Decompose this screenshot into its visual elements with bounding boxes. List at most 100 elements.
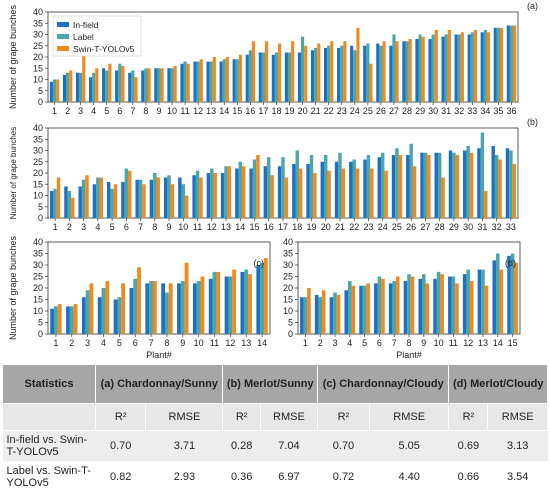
- x-tick-label: 33: [506, 222, 516, 232]
- bar-in-field: [420, 152, 424, 218]
- bar-in-field: [320, 161, 325, 218]
- bar-swin-t-yolov5: [513, 25, 517, 102]
- x-tick-label: 22: [349, 222, 359, 232]
- bar-in-field: [220, 173, 225, 218]
- bar-swin-t-yolov5: [168, 283, 173, 334]
- x-axis-label: Plant#: [146, 350, 172, 360]
- y-tick-label: 5: [38, 86, 43, 96]
- bar-swin-t-yolov5: [199, 59, 203, 102]
- bar-in-field: [389, 45, 393, 102]
- bar-in-field: [363, 45, 367, 102]
- bar-label: [248, 50, 252, 102]
- bar-swin-t-yolov5: [304, 45, 308, 102]
- bar-in-field: [284, 52, 288, 102]
- bar-swin-t-yolov5: [200, 276, 205, 334]
- bar-label: [340, 45, 344, 102]
- bar-swin-t-yolov5: [440, 274, 444, 334]
- y-tick-label: 25: [283, 272, 293, 282]
- bar-in-field: [277, 166, 282, 218]
- bar-label: [405, 41, 409, 102]
- x-tick-label: 26: [406, 222, 416, 232]
- bar-label: [180, 281, 185, 334]
- bar-label: [52, 79, 57, 102]
- bar-label: [392, 34, 396, 102]
- bar-swin-t-yolov5: [499, 27, 504, 102]
- bar-swin-t-yolov5: [321, 290, 326, 334]
- bar-label: [138, 179, 143, 218]
- x-tick-label: 19: [306, 222, 316, 232]
- bar-label: [466, 146, 470, 218]
- y-axis-label: Number of grape bunches: [8, 235, 18, 340]
- x-tick-label: 15: [232, 106, 242, 116]
- bar-in-field: [97, 297, 102, 334]
- x-tick-label: 4: [95, 222, 100, 232]
- bar-label: [235, 59, 239, 102]
- bar-in-field: [219, 61, 223, 102]
- bar-in-field: [271, 54, 275, 102]
- table-cell: 6.97: [260, 461, 318, 493]
- bar-in-field: [249, 168, 253, 218]
- x-tick-label: 9: [421, 338, 426, 348]
- bar-swin-t-yolov5: [381, 278, 385, 334]
- x-tick-label: 22: [324, 106, 334, 116]
- x-tick-label: 3: [85, 338, 90, 348]
- y-tick-label: 35: [283, 249, 293, 259]
- bar-swin-t-yolov5: [447, 30, 451, 102]
- bar-label: [422, 274, 426, 334]
- y-tick-label: 0: [38, 329, 43, 339]
- bar-label: [366, 155, 371, 218]
- subheader-r2: R²: [222, 403, 261, 431]
- bar-label: [196, 61, 200, 102]
- bar-in-field: [235, 168, 239, 218]
- x-tick-label: 10: [167, 106, 177, 116]
- x-tick-label: 21: [311, 106, 321, 116]
- bar-label: [183, 61, 187, 102]
- bar-label: [301, 36, 305, 102]
- bar-in-field: [208, 278, 213, 334]
- bar-in-field: [477, 269, 482, 334]
- bar-swin-t-yolov5: [56, 79, 60, 102]
- x-tick-label: 2: [69, 338, 74, 348]
- subheader-empty: [2, 403, 96, 431]
- bar-swin-t-yolov5: [248, 274, 252, 334]
- row-label: In-field vs. Swin-T-YOLOv5: [2, 430, 96, 461]
- bar-label: [338, 152, 342, 218]
- header-group-a: (a) Chardonnay/Sunny: [94, 364, 224, 404]
- x-tick-label: 14: [493, 338, 503, 348]
- bar-in-field: [128, 72, 132, 102]
- x-tick-label: 33: [467, 106, 477, 116]
- bar-swin-t-yolov5: [185, 195, 189, 218]
- x-tick-label: 1: [53, 222, 58, 232]
- bar-in-field: [480, 32, 484, 102]
- bar-swin-t-yolov5: [291, 41, 295, 102]
- bar-in-field: [232, 59, 236, 102]
- bar-label: [222, 59, 226, 102]
- statistics-table: Statistics (a) Chardonnay/Sunny (b) Merl…: [2, 364, 548, 493]
- bar-label: [480, 132, 485, 218]
- bar-swin-t-yolov5: [256, 155, 260, 218]
- y-tick-label: 10: [33, 75, 43, 85]
- bar-in-field: [135, 179, 139, 218]
- legend-label: Swin-T-YOLOv5: [73, 44, 135, 54]
- bar-swin-t-yolov5: [108, 63, 112, 102]
- bar-in-field: [377, 157, 381, 218]
- subheader-rmse: RMSE: [259, 403, 319, 431]
- bar-label: [309, 155, 314, 218]
- y-tick-label: 20: [283, 283, 293, 293]
- bar-in-field: [391, 155, 396, 218]
- bar-in-field: [467, 34, 471, 102]
- bar-swin-t-yolov5: [410, 276, 415, 334]
- bar-in-field: [62, 75, 67, 102]
- x-tick-label: 8: [143, 106, 148, 116]
- x-tick-label: 11: [180, 106, 189, 116]
- y-tick-label: 25: [33, 41, 43, 51]
- table-cell: 3.13: [487, 430, 548, 461]
- x-tick-label: 1: [53, 338, 58, 348]
- x-tick-label: 36: [506, 106, 516, 116]
- bar-swin-t-yolov5: [460, 32, 464, 102]
- bar-swin-t-yolov5: [427, 155, 431, 218]
- bar-in-field: [337, 48, 341, 102]
- table-cell: 0.36: [222, 461, 261, 493]
- bar-in-field: [163, 177, 168, 218]
